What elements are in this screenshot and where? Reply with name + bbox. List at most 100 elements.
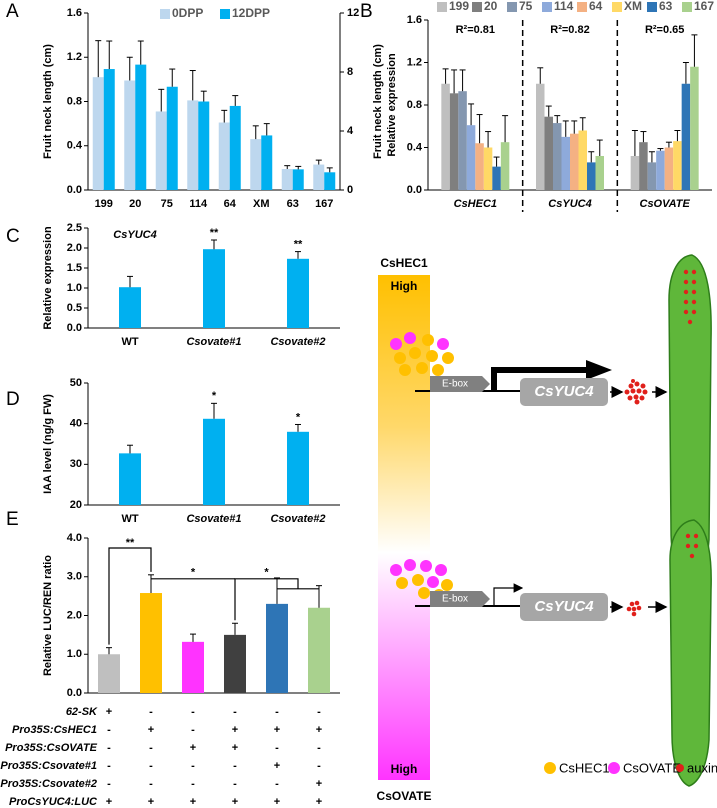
y-tick-label: 1.0 [67, 282, 82, 294]
treatment-sign: - [233, 778, 237, 790]
promoter-arrow [491, 367, 588, 391]
y-tick-label: 0.0 [407, 184, 422, 196]
treatment-sign: - [149, 742, 153, 754]
treatment-sign: + [274, 724, 280, 736]
legend-swatch [676, 764, 684, 772]
panel-letter: C [6, 226, 20, 247]
x-tick-label: 114 [189, 198, 208, 210]
x-tick-label: 199 [95, 198, 113, 210]
treatment-sign: - [149, 760, 153, 772]
bar [119, 453, 141, 505]
e-box-label: E-box [442, 594, 468, 605]
bar [287, 431, 309, 505]
legend-label: 20 [484, 0, 498, 13]
x-tick-label: 167 [315, 198, 333, 210]
x-tick-label: WT [121, 513, 138, 525]
e-box-label: E-box [442, 379, 468, 390]
bar [690, 66, 699, 190]
auxin-cluster [626, 600, 642, 617]
x-tick-label: Csovate#1 [186, 336, 241, 348]
bar [229, 105, 241, 190]
gradient-bar [378, 275, 430, 780]
treatment-sign: - [191, 778, 195, 790]
treatment-sign: - [233, 760, 237, 772]
legend-label: auxin [687, 760, 717, 775]
bar [673, 141, 682, 190]
cucumber-auxin [683, 269, 697, 325]
y-tick-label: 2.5 [67, 222, 82, 234]
significance-label: ** [294, 239, 303, 251]
annotation: CsYUC4 [113, 229, 156, 241]
gene-box [520, 378, 608, 406]
treatment-sign: - [107, 778, 111, 790]
legend-label: 75 [519, 0, 533, 13]
bar [475, 143, 484, 190]
treatment-sign: + [316, 796, 322, 808]
bar [266, 603, 288, 693]
bar [647, 162, 657, 190]
panel-letter: D [6, 389, 20, 410]
legend-swatch [647, 2, 657, 12]
bar [324, 172, 336, 190]
treatment-name: Pro35S:Csovate#1 [0, 760, 97, 772]
legend-swatch [437, 2, 447, 12]
panel-letter: E [6, 509, 19, 530]
bar [187, 100, 199, 190]
x-tick-label: 63 [287, 198, 299, 210]
significance-label: * [212, 390, 217, 402]
treatment-sign: - [107, 724, 111, 736]
x-tick-label: WT [121, 336, 138, 348]
treatment-name: Pro35S:CsHEC1 [12, 724, 97, 736]
significance-label: * [296, 411, 301, 423]
y-axis-label: Relative expression [42, 226, 54, 330]
annotation: R²=0.82 [550, 24, 589, 36]
y-tick-label: 0.8 [67, 95, 82, 107]
x-tick-label: 20 [129, 198, 141, 210]
treatment-sign: + [148, 724, 154, 736]
x-tick-label: CsHEC1 [454, 198, 497, 210]
bar [218, 122, 230, 190]
y-axis-label: Relative expression [386, 53, 398, 157]
high-label: High [391, 279, 418, 293]
bar [92, 77, 104, 190]
legend-label: 167 [694, 0, 714, 13]
treatment-sign: + [316, 724, 322, 736]
gene-label: CsYUC4 [534, 598, 594, 615]
bar [639, 142, 648, 190]
y2-tick-label: 8 [347, 66, 353, 78]
legend-label: 63 [659, 0, 673, 13]
cucumber [669, 519, 712, 787]
comparison-bracket [234, 578, 319, 621]
y-axis-label: Fruit neck length (cm) [42, 44, 54, 159]
legend-swatch [577, 2, 587, 12]
bar [140, 593, 162, 693]
y-axis-label: Relative LUC/REN ratio [42, 555, 54, 676]
auxin-cluster [624, 379, 650, 405]
y-tick-label: 3.0 [67, 571, 82, 583]
legend-swatch [220, 9, 230, 19]
y-tick-label: 20 [70, 499, 82, 511]
bar [155, 111, 167, 190]
bar [287, 258, 309, 328]
x-tick-label: CsYUC4 [548, 198, 591, 210]
y-tick-label: 50 [70, 377, 82, 389]
panel-letter: A [6, 1, 19, 22]
gene-box [520, 593, 608, 621]
diagram: F CsHEC1 High High CsOVATE E-box CsYUC4 … [377, 254, 717, 803]
cucumber-auxin [685, 533, 699, 559]
legend-swatch [612, 2, 622, 12]
treatment-sign: - [275, 706, 279, 718]
y-tick-label: 40 [70, 418, 82, 430]
treatment-sign: + [232, 724, 238, 736]
legend-swatch [544, 762, 556, 774]
y2-tick-label: 0 [347, 184, 353, 196]
bar [630, 156, 640, 190]
high-label: High [391, 762, 418, 776]
y-tick-label: 0.0 [67, 184, 82, 196]
treatment-sign: - [191, 724, 195, 736]
treatment-sign: - [233, 706, 237, 718]
bar [536, 83, 545, 190]
annotation: R²=0.65 [645, 24, 684, 36]
legend-label: 0DPP [172, 6, 203, 20]
